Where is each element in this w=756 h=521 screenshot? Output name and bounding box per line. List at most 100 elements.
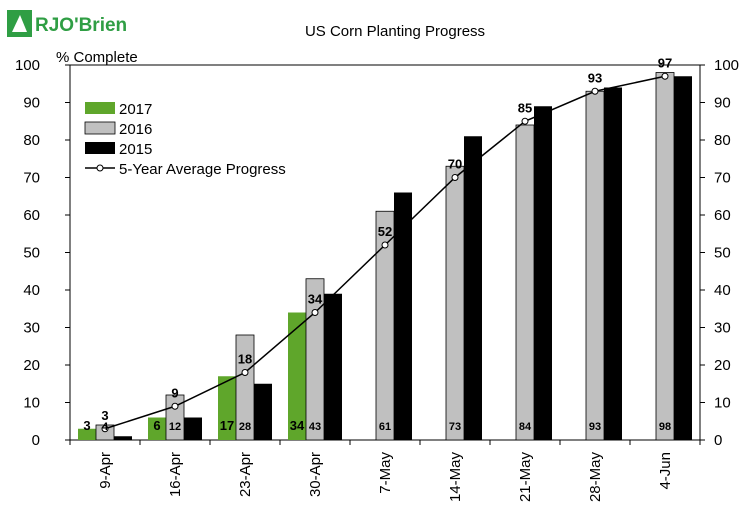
x-tick-label: 7-May	[377, 452, 394, 494]
logo-mark-glyph-icon	[12, 15, 27, 32]
bar-value-label-2016: 93	[589, 421, 601, 433]
x-tick-label: 30-Apr	[307, 452, 324, 497]
y-tick-label-left: 70	[23, 170, 40, 187]
bar-value-label-2016: 28	[239, 421, 251, 433]
y-tick-label-left: 20	[23, 357, 40, 374]
y-tick-label-left: 30	[23, 320, 40, 337]
bar-2016	[515, 124, 535, 441]
average-progress-label: 85	[518, 100, 532, 115]
bar-2015	[324, 293, 342, 440]
bar-2016	[445, 165, 465, 441]
logo-text: RJO'Brien	[35, 15, 127, 36]
average-progress-label: 9	[171, 385, 178, 400]
bar-value-label-2016: 73	[449, 421, 461, 433]
average-progress-label: 3	[101, 408, 108, 423]
chart-legend: 2017 2016 2015 5-Year Average Progress	[84, 101, 286, 178]
bar-2015	[184, 417, 202, 440]
bar-2015	[114, 436, 132, 440]
y-tick-label-right: 30	[714, 320, 731, 337]
x-tick-label: 4-Jun	[657, 452, 674, 490]
y-tick-label-left: 60	[23, 207, 40, 224]
y-tick-label-right: 10	[714, 395, 731, 412]
bar-2017	[288, 312, 306, 440]
y-tick-label-left: 100	[15, 57, 40, 74]
bar-value-label-2016: 61	[379, 421, 391, 433]
chart-axes: 0 0 10 10 20 20 30 30 40 40 50 50 60 60 70 70 80 80 90 90 10…	[15, 57, 739, 502]
bar-value-label-2017: 3	[83, 418, 90, 433]
bar-2016	[95, 424, 115, 441]
y-tick-label-right: 0	[714, 432, 722, 449]
bar-2016	[655, 72, 675, 441]
x-tick-label: 16-Apr	[167, 452, 184, 497]
y-tick-label-right: 40	[714, 282, 731, 299]
chart-bars	[78, 72, 692, 441]
bar-value-label-2016: 43	[309, 421, 321, 433]
bar-value-label-2017: 6	[153, 418, 160, 433]
x-tick-label: 9-Apr	[97, 452, 114, 489]
average-progress-point	[591, 87, 599, 95]
chart-title: US Corn Planting Progress	[305, 23, 485, 40]
x-tick-label: 21-May	[517, 452, 534, 503]
data-labels: 3 4 6 12 17 28 34 43 61 73 84 93 98 3 9 18 34 52 70 85 93 97	[83, 55, 672, 433]
y-tick-label-right: 70	[714, 170, 731, 187]
bar-2017	[218, 376, 236, 440]
y-tick-label-right: 50	[714, 245, 731, 262]
average-progress-label: 34	[308, 292, 323, 307]
average-progress-point	[381, 241, 389, 249]
y-tick-label-right: 80	[714, 132, 731, 149]
y-tick-label-left: 0	[32, 432, 40, 449]
y-tick-label-left: 80	[23, 132, 40, 149]
legend-label: 2015	[119, 141, 152, 158]
average-progress-point	[171, 402, 179, 410]
y-tick-label-right: 60	[714, 207, 731, 224]
legend-swatch-2015	[85, 142, 115, 154]
bar-2015	[674, 76, 692, 440]
legend-swatch-2016	[84, 121, 116, 135]
bar-2016	[585, 90, 605, 441]
legend-label: 5-Year Average Progress	[119, 161, 286, 178]
bar-2017	[148, 417, 166, 440]
average-progress-label: 93	[588, 70, 602, 85]
average-progress-label: 97	[658, 55, 672, 70]
average-progress-point	[451, 174, 459, 181]
brand-logo: RJO'Brien	[7, 10, 127, 37]
bar-value-label-2016: 84	[519, 421, 532, 433]
x-tick-label: 23-Apr	[237, 452, 254, 497]
y-tick-label-left: 50	[23, 245, 40, 262]
legend-label: 2016	[119, 121, 152, 138]
bar-2015	[534, 106, 552, 440]
average-progress-point	[521, 117, 529, 125]
legend-line-marker	[96, 164, 104, 172]
y-axis-label: % Complete	[56, 49, 138, 66]
average-progress-label: 52	[378, 224, 392, 239]
bar-2015	[604, 87, 622, 440]
average-progress-point	[311, 309, 319, 316]
y-tick-label-left: 90	[23, 95, 40, 112]
bar-value-label-2017: 34	[290, 418, 305, 433]
average-progress-label: 18	[238, 352, 252, 367]
bar-2015	[394, 192, 412, 440]
bar-value-label-2016: 12	[169, 421, 181, 433]
y-tick-label-left: 10	[23, 395, 40, 412]
legend-swatch-2017	[85, 102, 115, 114]
bar-2015	[254, 383, 272, 440]
y-tick-label-left: 40	[23, 282, 40, 299]
average-progress-point	[101, 425, 109, 433]
legend-label: 2017	[119, 101, 152, 118]
average-line-layer	[101, 72, 669, 433]
x-tick-label: 28-May	[587, 452, 604, 503]
x-tick-label: 14-May	[447, 452, 464, 503]
average-progress-point	[241, 369, 249, 376]
bar-2016	[165, 394, 185, 441]
bar-value-label-2016: 98	[659, 421, 671, 433]
bar-value-label-2016: 4	[102, 421, 109, 433]
y-tick-label-right: 90	[714, 95, 731, 112]
y-tick-label-right: 100	[714, 57, 739, 74]
y-tick-label-right: 20	[714, 357, 731, 374]
bar-2017	[78, 428, 96, 440]
bar-2015	[464, 136, 482, 440]
bar-value-label-2017: 17	[220, 418, 234, 433]
average-progress-point	[661, 72, 669, 80]
